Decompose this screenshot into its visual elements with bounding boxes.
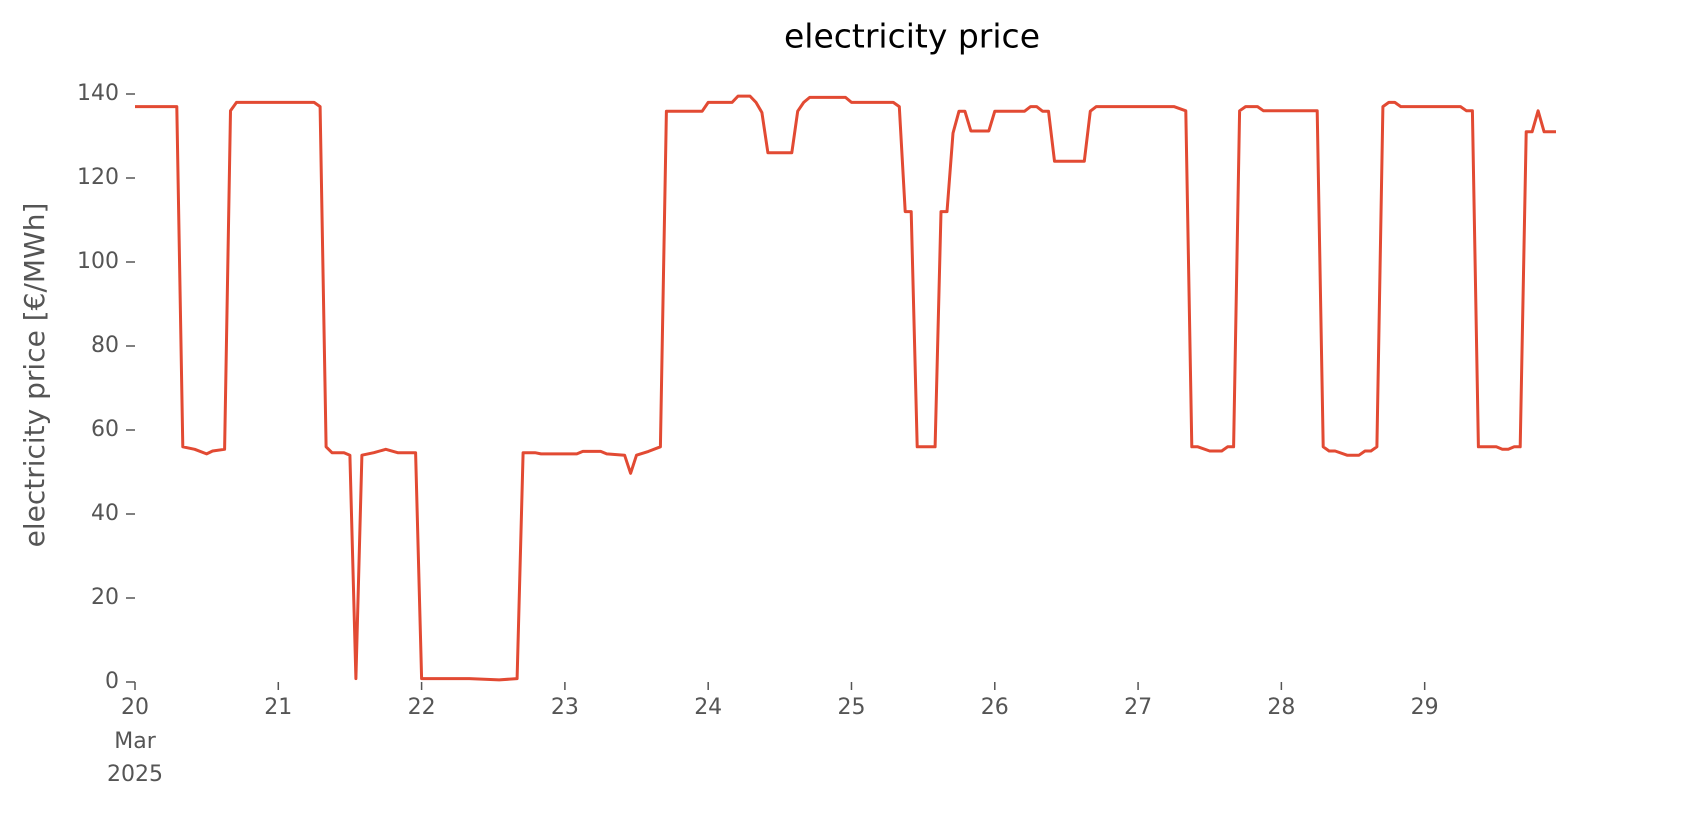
y-tick-label: 80 bbox=[91, 333, 119, 358]
y-tick-label: 100 bbox=[77, 249, 119, 274]
y-tick-label: 120 bbox=[77, 165, 119, 190]
x-year-label: 2025 bbox=[107, 762, 163, 787]
chart-title: electricity price bbox=[784, 17, 1040, 56]
y-tick-label: 20 bbox=[91, 585, 119, 610]
y-tick-label: 60 bbox=[91, 417, 119, 442]
x-month-label: Mar bbox=[114, 729, 156, 754]
x-tick-label: 22 bbox=[408, 695, 436, 720]
y-tick-label: 140 bbox=[77, 81, 119, 106]
price-line bbox=[135, 94, 1556, 682]
y-tick-label: 40 bbox=[91, 501, 119, 526]
x-tick-label: 24 bbox=[694, 695, 722, 720]
x-tick-label: 25 bbox=[837, 695, 865, 720]
y-tick-label: 0 bbox=[105, 669, 119, 694]
x-tick-label: 21 bbox=[264, 695, 292, 720]
x-tick-label: 27 bbox=[1124, 695, 1152, 720]
x-tick-label: 26 bbox=[981, 695, 1009, 720]
x-tick-label: 20 bbox=[121, 695, 149, 720]
y-axis-label: electricity price [€/MWh] bbox=[18, 203, 51, 548]
x-tick-label: 28 bbox=[1267, 695, 1295, 720]
x-tick-label: 23 bbox=[551, 695, 579, 720]
x-tick-label: 29 bbox=[1411, 695, 1439, 720]
